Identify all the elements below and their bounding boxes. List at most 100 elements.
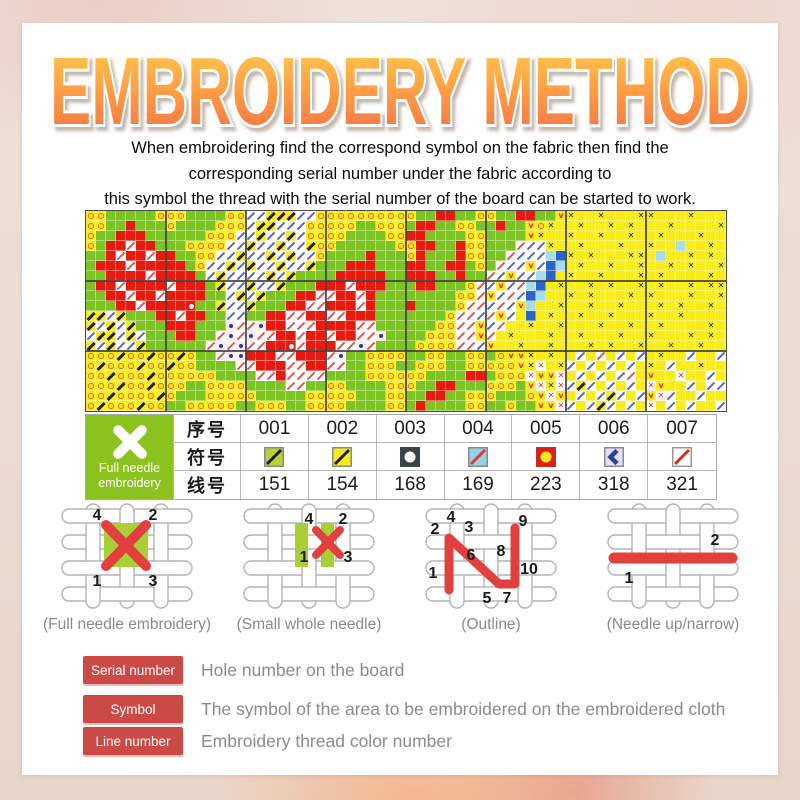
pattern-cell — [376, 261, 386, 271]
pattern-cell — [336, 301, 346, 311]
pattern-cell: ✕ — [636, 271, 646, 281]
pattern-cell — [626, 361, 636, 371]
pattern-cell — [686, 301, 696, 311]
pattern-cell: ✕ — [546, 391, 556, 401]
pattern-cell — [316, 371, 326, 381]
pattern-cell — [656, 341, 666, 351]
pattern-cell — [356, 241, 366, 251]
pattern-cell — [376, 281, 386, 291]
pattern-cell — [206, 211, 216, 221]
pattern-cell — [516, 381, 526, 391]
serial-value: 002 — [308, 415, 377, 443]
pattern-cell — [86, 251, 96, 261]
pattern-cell — [416, 231, 426, 241]
pattern-cell — [406, 281, 416, 291]
pattern-cell — [416, 241, 426, 251]
serial-value: 007 — [648, 415, 717, 443]
stitch-step-number: 3 — [465, 519, 474, 536]
pattern-cell — [606, 321, 616, 331]
pattern-cell — [136, 261, 146, 271]
pattern-cell — [386, 321, 396, 331]
pattern-cell — [526, 401, 536, 411]
symbol-cell — [444, 443, 513, 471]
pattern-cell — [606, 231, 616, 241]
pattern-cell: ✕ — [586, 301, 596, 311]
pattern-cell — [356, 371, 366, 381]
pattern-cell — [336, 291, 346, 301]
pattern-cell — [226, 291, 236, 301]
pattern-cell — [236, 311, 246, 321]
pattern-cell — [276, 281, 286, 291]
pattern-cell — [346, 251, 356, 261]
pattern-cell — [666, 311, 676, 321]
pattern-cell — [476, 361, 486, 371]
pattern-cell: ✕ — [626, 291, 636, 301]
pattern-cell: v — [506, 271, 516, 281]
symbol-swatch-icon — [264, 446, 285, 467]
pattern-cell — [646, 271, 656, 281]
pattern-cell — [176, 271, 186, 281]
pattern-cell — [406, 351, 416, 361]
pattern-cell — [176, 231, 186, 241]
pattern-cell — [496, 241, 506, 251]
pattern-cell — [366, 241, 376, 251]
pattern-cell — [176, 401, 186, 411]
pattern-cell — [616, 321, 626, 331]
pattern-cell — [536, 211, 546, 221]
pattern-cell — [536, 301, 546, 311]
pattern-cell — [616, 311, 626, 321]
pattern-cell: v — [476, 331, 486, 341]
pattern-cell — [146, 381, 156, 391]
pattern-cell — [266, 211, 276, 221]
pattern-cell — [116, 331, 126, 341]
pattern-cell — [216, 221, 226, 231]
pattern-cell — [376, 231, 386, 241]
pattern-cell: v — [656, 381, 666, 391]
stitch-diagram-outline: 2 4 3 9 6 8 1 5 7 10 (Outline) — [400, 500, 582, 634]
pattern-cell: v — [526, 381, 536, 391]
pattern-cell: ✕ — [656, 351, 666, 361]
pattern-cell — [606, 301, 616, 311]
pattern-cell: v — [556, 391, 566, 401]
pattern-cell — [506, 211, 516, 221]
pattern-cell: ✕ — [576, 331, 586, 341]
pattern-cell — [126, 371, 136, 381]
pattern-cell — [226, 351, 236, 361]
pattern-cell — [166, 361, 176, 371]
pattern-cell — [356, 311, 366, 321]
pattern-cell — [426, 221, 436, 231]
pattern-cell — [166, 401, 176, 411]
pattern-cell — [256, 371, 266, 381]
pattern-cell — [596, 301, 606, 311]
pattern-cell — [356, 231, 366, 241]
pattern-cell — [406, 251, 416, 261]
pattern-cell — [386, 251, 396, 261]
pattern-cell — [626, 351, 636, 361]
pattern-cell — [436, 221, 446, 231]
serial-value: 001 — [241, 415, 309, 443]
pattern-cell — [376, 351, 386, 361]
pattern-cell — [156, 391, 166, 401]
legend-row-serial: Serial number Hole number on the board — [83, 656, 733, 684]
pattern-cell: v — [516, 351, 526, 361]
pattern-cell: ✕ — [646, 291, 656, 301]
pattern-cell — [466, 401, 476, 411]
pattern-cell — [286, 251, 296, 261]
pattern-cell — [646, 261, 656, 271]
pattern-cell — [716, 251, 726, 261]
pattern-cell — [246, 401, 256, 411]
pattern-cell: ✕ — [546, 221, 556, 231]
pattern-cell — [226, 301, 236, 311]
pattern-cell — [256, 311, 266, 321]
pattern-cell — [206, 391, 216, 401]
pattern-cell — [136, 321, 146, 331]
pattern-cell — [176, 261, 186, 271]
pattern-cell — [306, 291, 316, 301]
pattern-cell — [146, 271, 156, 281]
symbol-table: Full needle embroidery 序号 符号 线号 001 151 002 154… — [85, 414, 717, 500]
pattern-cell — [666, 391, 676, 401]
pattern-cell — [696, 401, 706, 411]
pattern-cell — [526, 311, 536, 321]
pattern-cell — [336, 371, 346, 381]
pattern-cell — [476, 251, 486, 261]
